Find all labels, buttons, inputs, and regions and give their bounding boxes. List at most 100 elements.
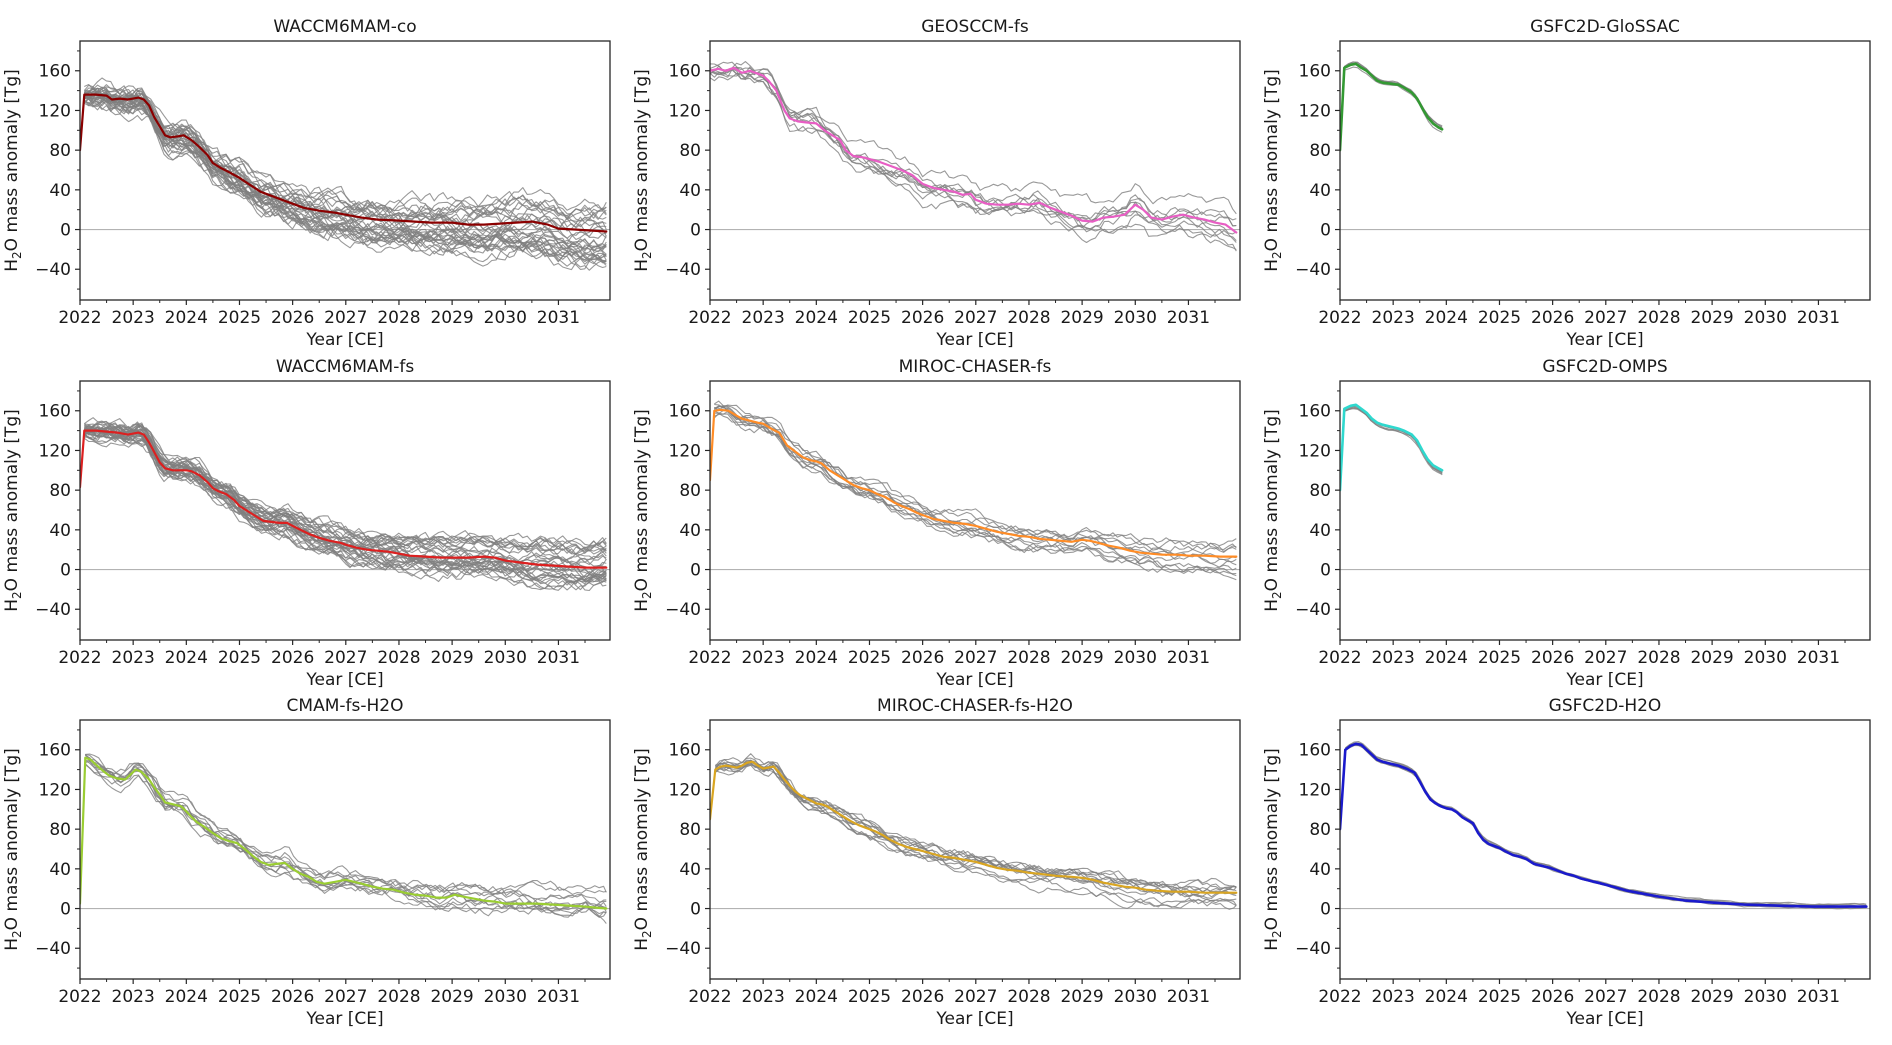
x-axis-label: Year [CE] — [935, 670, 1013, 690]
x-tick-label: 2023 — [112, 648, 155, 668]
axes-box — [1339, 380, 1871, 641]
ensemble-line — [1344, 744, 1867, 907]
y-tick-label: 120 — [39, 780, 71, 800]
chart-cell-WACCM6MAM-fs: 2022 2023 2024 2025 2026 2027 2028 2029 2030 2031… — [0, 348, 630, 696]
ensemble-line — [85, 754, 607, 903]
ensemble-line — [710, 68, 1237, 230]
ensemble-lines — [1344, 405, 1443, 476]
y-tick-label: 80 — [1309, 820, 1331, 840]
y-tick-label: 80 — [679, 481, 701, 501]
mean-line — [710, 66, 1238, 234]
x-tick-label: 2031 — [1797, 308, 1840, 328]
y-axis-label: H2O mass anomaly [Tg] — [632, 748, 654, 951]
y-tick-label: 160 — [669, 402, 701, 422]
x-tick-label: 2023 — [1372, 308, 1415, 328]
x-tick-label: 2031 — [1167, 987, 1210, 1007]
ensemble-line — [83, 84, 607, 214]
mean-line — [1340, 62, 1444, 152]
ensemble-line — [84, 100, 607, 255]
y-tick-label: 80 — [679, 141, 701, 161]
chart-title: WACCM6MAM-fs — [276, 357, 415, 377]
ensemble-line — [715, 759, 1237, 897]
y-tick-label: 40 — [1309, 181, 1331, 201]
y-tick-label: 0 — [1320, 899, 1331, 919]
ensemble-line — [710, 73, 1237, 251]
y-tick-label: 0 — [60, 220, 71, 240]
x-tick-label: 2025 — [848, 987, 891, 1007]
x-tick-label: 2027 — [954, 987, 997, 1007]
chart-title: MIROC-CHASER-fs-H2O — [877, 696, 1073, 716]
y-tick-label: 40 — [1309, 521, 1331, 541]
ensemble-line — [714, 757, 1237, 892]
x-tick-label: 2026 — [271, 648, 314, 668]
x-tick-label: 2022 — [58, 987, 101, 1007]
mean-line — [80, 429, 608, 569]
y-tick-label: 120 — [669, 780, 701, 800]
ensemble-line — [714, 761, 1237, 908]
x-tick-label: 2027 — [324, 308, 367, 328]
x-tick-label: 2028 — [377, 308, 420, 328]
ensemble-line — [85, 754, 607, 896]
x-axis-label: Year [CE] — [935, 330, 1013, 348]
ensemble-line — [1344, 408, 1443, 476]
x-tick-label: 2027 — [954, 308, 997, 328]
ensemble-lines — [84, 753, 607, 924]
y-tick-label: 160 — [1299, 402, 1331, 422]
y-tick-label: 160 — [669, 62, 701, 82]
axes-box — [1339, 40, 1871, 301]
mean-line-group — [710, 408, 1238, 558]
x-tick-label: 2025 — [1478, 987, 1521, 1007]
x-tick-label: 2027 — [1584, 308, 1627, 328]
x-axis-label: Year [CE] — [935, 1009, 1013, 1029]
x-axis-label: Year [CE] — [1565, 670, 1643, 690]
chart-title: GSFC2D-GloSSAC — [1530, 17, 1680, 37]
y-tick-label: 80 — [679, 820, 701, 840]
y-axis-label: H2O mass anomaly [Tg] — [1262, 748, 1284, 951]
x-tick-label: 2031 — [537, 648, 580, 668]
x-tick-label: 2022 — [688, 987, 731, 1007]
chart-title: WACCM6MAM-co — [273, 17, 416, 37]
chart-cell-GSFC2D-GloSSAC: 2022 2023 2024 2025 2026 2027 2028 2029 2030 2031… — [1260, 0, 1892, 348]
x-tick-label: 2030 — [1114, 987, 1157, 1007]
y-tick-label: 0 — [60, 560, 71, 580]
mean-line — [80, 93, 608, 233]
ensemble-line — [1344, 742, 1867, 906]
y-axis-label: H2O mass anomaly [Tg] — [2, 748, 24, 951]
x-tick-label: 2027 — [324, 648, 367, 668]
x-tick-label: 2024 — [795, 987, 838, 1007]
x-tick-label: 2029 — [430, 648, 473, 668]
x-tick-label: 2031 — [1167, 648, 1210, 668]
mean-line-group — [1340, 742, 1868, 908]
chart-cell-WACCM6MAM-co: 2022 2023 2024 2025 2026 2027 2028 2029 2030 2031… — [0, 0, 630, 348]
x-tick-label: 2029 — [1690, 648, 1733, 668]
chart-title: GSFC2D-H2O — [1549, 696, 1662, 716]
ensemble-line — [710, 66, 1237, 235]
ensemble-line — [715, 753, 1237, 892]
ensemble-lines — [713, 400, 1237, 581]
y-tick-label: 0 — [690, 560, 701, 580]
x-tick-label: 2028 — [377, 987, 420, 1007]
ensemble-line — [714, 406, 1237, 553]
x-tick-label: 2031 — [1167, 308, 1210, 328]
y-tick-label: 80 — [49, 820, 71, 840]
mean-line-group — [1340, 403, 1444, 492]
x-tick-label: 2024 — [165, 648, 208, 668]
ensemble-line — [710, 67, 1237, 241]
y-tick-label: 40 — [679, 181, 701, 201]
y-tick-label: −40 — [1295, 260, 1331, 280]
x-tick-label: 2031 — [537, 987, 580, 1007]
ensemble-lines — [710, 61, 1237, 252]
x-tick-label: 2030 — [1114, 308, 1157, 328]
x-tick-label: 2030 — [484, 308, 527, 328]
ensemble-line — [84, 87, 607, 230]
x-tick-label: 2027 — [1584, 648, 1627, 668]
axes-box — [1339, 719, 1871, 980]
mean-line — [710, 760, 1238, 894]
mean-line-group — [710, 760, 1238, 894]
chart-panel-MIROC-CHASER-fs: 2022 2023 2024 2025 2026 2027 2028 2029 2030 2031… — [632, 357, 1241, 690]
x-tick-label: 2022 — [688, 648, 731, 668]
ensemble-line — [84, 418, 607, 552]
y-tick-label: 160 — [39, 402, 71, 422]
x-tick-label: 2028 — [377, 648, 420, 668]
